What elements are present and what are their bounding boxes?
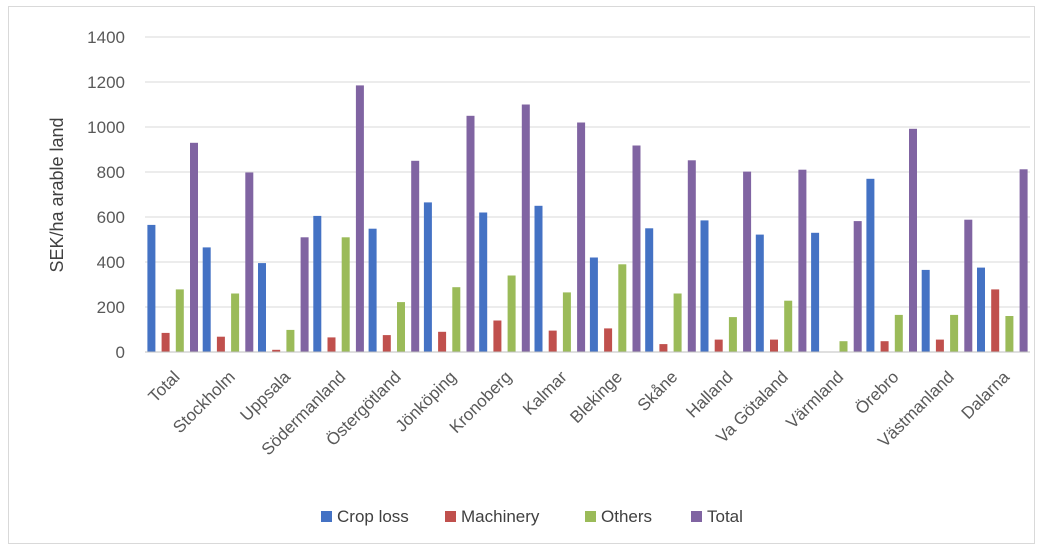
y-tick-label: 200 [97, 298, 125, 317]
bar-machinery [161, 332, 170, 352]
gridlines [145, 36, 1030, 308]
legend-label: Others [601, 507, 652, 526]
bar-total [355, 85, 364, 353]
bar-total [743, 171, 752, 352]
bar-machinery [216, 336, 225, 352]
bar-machinery [438, 331, 447, 353]
bar-machinery [548, 330, 557, 352]
y-tick-label: 0 [116, 343, 125, 362]
x-tick-label: Halland [682, 367, 736, 421]
x-tick-label: Värmland [782, 367, 847, 432]
bar-machinery [714, 339, 723, 352]
legend-label: Machinery [461, 507, 540, 526]
bar-crop-loss [589, 257, 598, 352]
y-tick-label: 1000 [87, 118, 125, 137]
bar-total [466, 115, 475, 353]
bar-crop-loss [534, 205, 543, 353]
bar-crop-loss [147, 224, 156, 352]
bar-total [853, 221, 862, 352]
bar-crop-loss [368, 228, 377, 352]
bar-crop-loss [258, 263, 266, 352]
bar-others [175, 289, 184, 352]
bar-total [1019, 169, 1028, 352]
y-tick-label: 600 [97, 208, 125, 227]
bar-crop-loss [700, 220, 709, 352]
bar-crop-loss [423, 202, 432, 352]
y-tick-label: 1200 [87, 73, 125, 92]
bar-crop-loss [313, 215, 322, 352]
bar-crop-loss [645, 228, 654, 353]
y-tick-label: 400 [97, 253, 125, 272]
bars [147, 85, 1028, 353]
y-axis-label: SEK/ha arable land [47, 117, 67, 272]
bar-others [618, 264, 627, 353]
x-tick-label: Skåne [634, 367, 682, 415]
bar-others [728, 317, 737, 352]
bar-crop-loss [811, 232, 820, 353]
bar-others [950, 314, 959, 352]
bar-total [577, 122, 586, 352]
bar-others [231, 293, 240, 352]
legend-swatch [445, 511, 456, 522]
bar-others [894, 314, 903, 352]
chart-frame [8, 6, 1035, 544]
y-tick-label: 800 [97, 163, 125, 182]
bar-crop-loss [977, 267, 985, 352]
bar-others [452, 287, 461, 352]
legend: Crop loss Machinery Others Total [321, 507, 743, 526]
bar-total [411, 160, 420, 352]
bar-machinery [659, 344, 668, 352]
bar-total [245, 172, 254, 352]
y-tick-label: 1400 [87, 28, 125, 47]
bar-crop-loss [921, 269, 930, 352]
legend-label: Total [707, 507, 743, 526]
x-tick-label: Total [145, 367, 184, 406]
legend-swatch [585, 511, 596, 522]
bar-total [687, 160, 696, 352]
bar-machinery [327, 337, 336, 352]
x-tick-label: Kalmar [519, 367, 571, 419]
bar-crop-loss [202, 247, 211, 352]
bar-others [341, 237, 350, 353]
bar-total [909, 128, 917, 352]
bar-others [562, 292, 571, 352]
legend-swatch [691, 511, 702, 522]
x-tick-label: Örebro [852, 367, 903, 418]
bar-crop-loss [866, 178, 875, 353]
bar-machinery [935, 339, 944, 352]
bar-others [397, 302, 405, 352]
bar-others [286, 329, 295, 352]
bar-total [632, 145, 641, 352]
bar-machinery [770, 339, 778, 352]
bar-others [673, 293, 682, 352]
bar-others [784, 300, 793, 352]
bar-crop-loss [479, 212, 488, 352]
bar-machinery [493, 320, 502, 352]
bar-total [300, 237, 309, 353]
legend-swatch [321, 511, 332, 522]
bar-machinery [604, 328, 613, 352]
y-axis-ticks: 0 200 400 600 800 1000 1200 1400 [87, 28, 125, 362]
bar-total [964, 219, 973, 352]
bar-crop-loss [755, 234, 764, 352]
bar-machinery [272, 349, 281, 353]
bar-machinery [991, 289, 1000, 352]
bar-machinery [880, 341, 889, 352]
bar-total [190, 142, 198, 353]
bar-others [1005, 316, 1014, 352]
bar-others [507, 275, 516, 352]
legend-label: Crop loss [337, 507, 409, 526]
bar-total [521, 104, 530, 352]
x-tick-label: Blekinge [566, 367, 626, 427]
x-axis-ticks: TotalStockholmUppsalaSödermanlandÖstergö… [145, 367, 1014, 459]
bar-machinery [382, 335, 391, 352]
bar-others [839, 341, 848, 352]
x-tick-label: Dalarna [958, 367, 1014, 423]
bar-total [798, 169, 807, 352]
